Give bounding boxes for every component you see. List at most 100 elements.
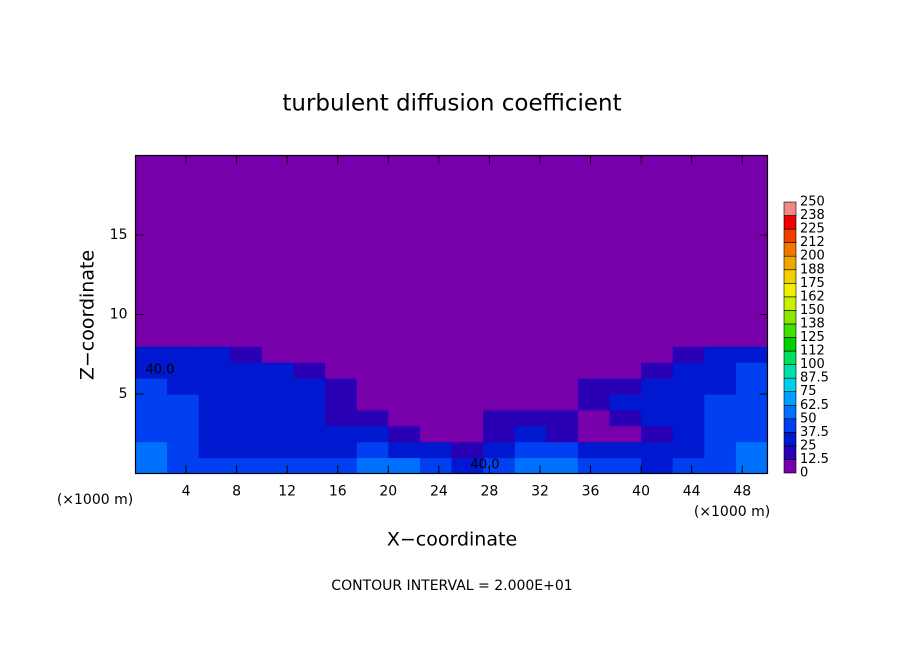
field-cell	[230, 155, 263, 347]
x-tick-label: 20	[379, 484, 397, 500]
x-tick-label: 36	[582, 484, 600, 500]
field-cell	[167, 457, 200, 474]
field-cell	[356, 441, 389, 459]
x-tick-label: 28	[481, 484, 499, 500]
field-cell	[293, 409, 326, 427]
field-cell	[356, 409, 389, 427]
field-cell	[514, 346, 547, 363]
field-cell	[419, 378, 452, 395]
x-tick-label: 8	[232, 484, 241, 500]
field-cell	[483, 425, 516, 443]
field-cell	[325, 409, 358, 427]
field-cell	[451, 155, 484, 347]
x-tick-label: 16	[329, 484, 347, 500]
field-cell	[546, 425, 579, 443]
field-cell	[198, 441, 231, 459]
field-cell	[577, 378, 610, 395]
field-cell	[356, 346, 389, 363]
field-cell	[672, 409, 705, 427]
field-cell	[735, 346, 768, 363]
field-cell	[388, 346, 421, 363]
field-cell	[293, 457, 326, 474]
field-cell	[609, 346, 642, 363]
field-cell	[514, 378, 547, 395]
field-cell	[577, 362, 610, 379]
field-cell	[325, 362, 358, 379]
colorbar-swatch	[783, 350, 797, 365]
field-cell	[325, 346, 358, 363]
field-cell	[198, 425, 231, 443]
field-cell	[641, 155, 674, 347]
field-cell	[609, 155, 642, 347]
field-cell	[609, 394, 642, 411]
x-tick-label: 24	[430, 484, 448, 500]
field-cell	[672, 457, 705, 474]
field-cell	[704, 346, 737, 363]
field-cell	[293, 378, 326, 395]
field-cell	[609, 457, 642, 474]
field-cell	[356, 457, 389, 474]
field-cell	[609, 441, 642, 459]
field-cell	[293, 441, 326, 459]
colorbar-label: 162	[800, 289, 825, 304]
field-cell	[609, 409, 642, 427]
colorbar-label: 200	[800, 249, 825, 264]
field-cell	[641, 346, 674, 363]
field-cell	[230, 378, 263, 395]
field-cell	[546, 378, 579, 395]
field-cell	[735, 441, 768, 459]
field-cell	[704, 441, 737, 459]
field-cell	[483, 362, 516, 379]
field-cell	[230, 425, 263, 443]
colorbar-swatch	[783, 445, 797, 460]
field-cell	[641, 378, 674, 395]
field-cell	[483, 441, 516, 459]
field-cell	[261, 409, 294, 427]
field-cell	[514, 155, 547, 347]
colorbar-label: 62.5	[800, 398, 829, 413]
field-cell	[609, 362, 642, 379]
field-cell	[261, 457, 294, 474]
field-cell	[419, 362, 452, 379]
field-cell	[672, 155, 705, 347]
field-cell	[483, 457, 516, 474]
field-cell	[577, 425, 610, 443]
field-cell	[483, 378, 516, 395]
field-cell	[577, 441, 610, 459]
colorbar-swatch	[783, 391, 797, 406]
y-axis-unit: (×1000 m)	[57, 492, 133, 508]
field-cell	[451, 409, 484, 427]
field-cell	[451, 362, 484, 379]
field-cell	[577, 457, 610, 474]
field-cell	[325, 155, 358, 347]
field-cell	[483, 394, 516, 411]
field-cell	[261, 441, 294, 459]
field-cell	[451, 394, 484, 411]
field-cell	[356, 394, 389, 411]
x-tick-label: 12	[278, 484, 296, 500]
field-cell	[198, 346, 231, 363]
field-cell	[704, 425, 737, 443]
field-cell	[135, 362, 168, 379]
colorbar-swatch	[783, 337, 797, 352]
x-axis-label: X−coordinate	[387, 529, 517, 551]
field-cell	[261, 378, 294, 395]
field-cell	[704, 394, 737, 411]
field-cell	[609, 378, 642, 395]
chart-title: turbulent diffusion coefficient	[282, 91, 621, 117]
footer: CONTOUR INTERVAL = 2.000E+01	[331, 578, 572, 594]
field-cell	[577, 155, 610, 347]
field-cell	[451, 457, 484, 474]
colorbar-swatch	[783, 215, 797, 230]
field-cell	[388, 457, 421, 474]
field-cell	[293, 155, 326, 347]
field-cell	[388, 409, 421, 427]
field-cell	[261, 346, 294, 363]
field-cell	[135, 441, 168, 459]
field-cell	[546, 409, 579, 427]
field-cell	[419, 394, 452, 411]
field-cell	[483, 409, 516, 427]
field-cell	[419, 346, 452, 363]
colorbar-label: 188	[800, 262, 825, 277]
